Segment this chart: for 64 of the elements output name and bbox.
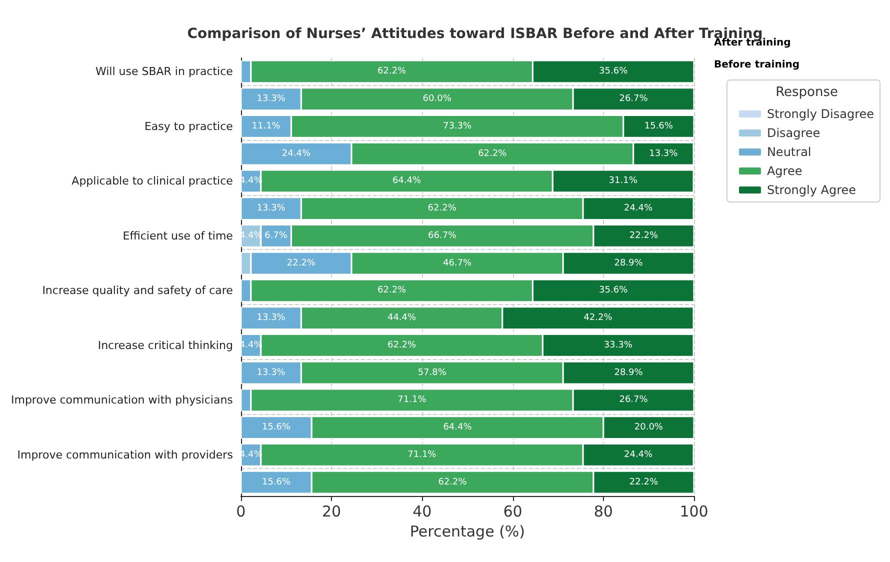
data-label: 62.2% <box>428 204 457 214</box>
data-label: 31.1% <box>608 176 638 186</box>
legend-label: Neutral <box>766 145 812 159</box>
x-tick-label: 80 <box>594 502 613 520</box>
legend-title: Response <box>776 85 838 100</box>
data-label: 71.1% <box>398 395 427 406</box>
data-label: 15.6% <box>262 422 292 433</box>
data-label: 28.9% <box>614 258 644 268</box>
data-label: 73.3% <box>442 121 472 132</box>
x-tick-label: 60 <box>503 502 522 520</box>
data-label: 11.1% <box>252 121 281 132</box>
data-label: 26.7% <box>619 94 648 104</box>
y-tick-label: Increase quality and safety of care <box>42 284 234 298</box>
data-label: 64.4% <box>443 422 472 433</box>
data-label: 35.6% <box>599 66 628 77</box>
legend-label: Strongly Agree <box>766 183 856 197</box>
y-tick-label: Increase critical thinking <box>98 338 233 352</box>
data-label: 62.2% <box>438 477 468 488</box>
data-label: 22.2% <box>629 230 658 241</box>
y-tick-label: Improve communication with providers <box>17 448 234 462</box>
data-label: 24.4% <box>624 450 654 460</box>
data-label: 71.1% <box>408 450 437 460</box>
y-tick-label: Applicable to clinical practice <box>72 174 234 188</box>
x-tick-label: 40 <box>412 502 432 520</box>
data-label: 60.0% <box>422 94 452 104</box>
x-axis-title: Percentage (%) <box>410 522 526 540</box>
y-tick-label: Will use SBAR in practice <box>95 65 234 78</box>
x-tick-label: 20 <box>322 502 342 520</box>
data-label: 24.4% <box>282 148 311 159</box>
data-label: 15.6% <box>262 477 292 488</box>
data-label: 62.2% <box>478 148 508 159</box>
data-label: 26.7% <box>619 395 648 406</box>
data-label: 57.8% <box>418 368 447 378</box>
data-label: 66.7% <box>428 230 458 241</box>
data-label: 46.7% <box>442 258 472 268</box>
legend-label: Disagree <box>766 126 820 140</box>
data-label: 33.3% <box>604 340 633 350</box>
data-label: 62.2% <box>387 340 417 350</box>
data-label: 62.2% <box>378 286 407 296</box>
data-label: 62.2% <box>378 66 407 77</box>
data-label: 13.3% <box>256 204 286 214</box>
data-label: 15.6% <box>644 121 674 132</box>
data-label: 35.6% <box>599 286 628 296</box>
data-label: 13.3% <box>256 313 286 324</box>
data-label: 13.3% <box>649 148 678 159</box>
legend-label: Agree <box>766 164 802 178</box>
data-label: 22.2% <box>629 477 658 488</box>
data-label: 64.4% <box>392 176 422 186</box>
y-tick-label: Improve communication with physicians <box>10 394 234 407</box>
data-label: 13.3% <box>256 368 286 378</box>
x-tick-label: 100 <box>680 502 708 520</box>
data-label: 6.7% <box>264 230 288 241</box>
text: Before training <box>714 60 800 70</box>
y-tick-label: Easy to practice <box>144 120 234 133</box>
data-label: 20.0% <box>634 422 664 433</box>
data-label: 13.3% <box>256 94 286 104</box>
data-label: 22.2% <box>286 258 316 268</box>
legend-label: Strongly Disagree <box>766 107 874 121</box>
data-label: 28.9% <box>614 368 644 378</box>
data-label: 42.2% <box>584 313 613 324</box>
y-tick-label: Efficient use of time <box>122 229 234 242</box>
x-tick-label: 0 <box>236 502 246 520</box>
data-label: 24.4% <box>624 204 654 214</box>
data-label: 44.4% <box>387 313 417 324</box>
